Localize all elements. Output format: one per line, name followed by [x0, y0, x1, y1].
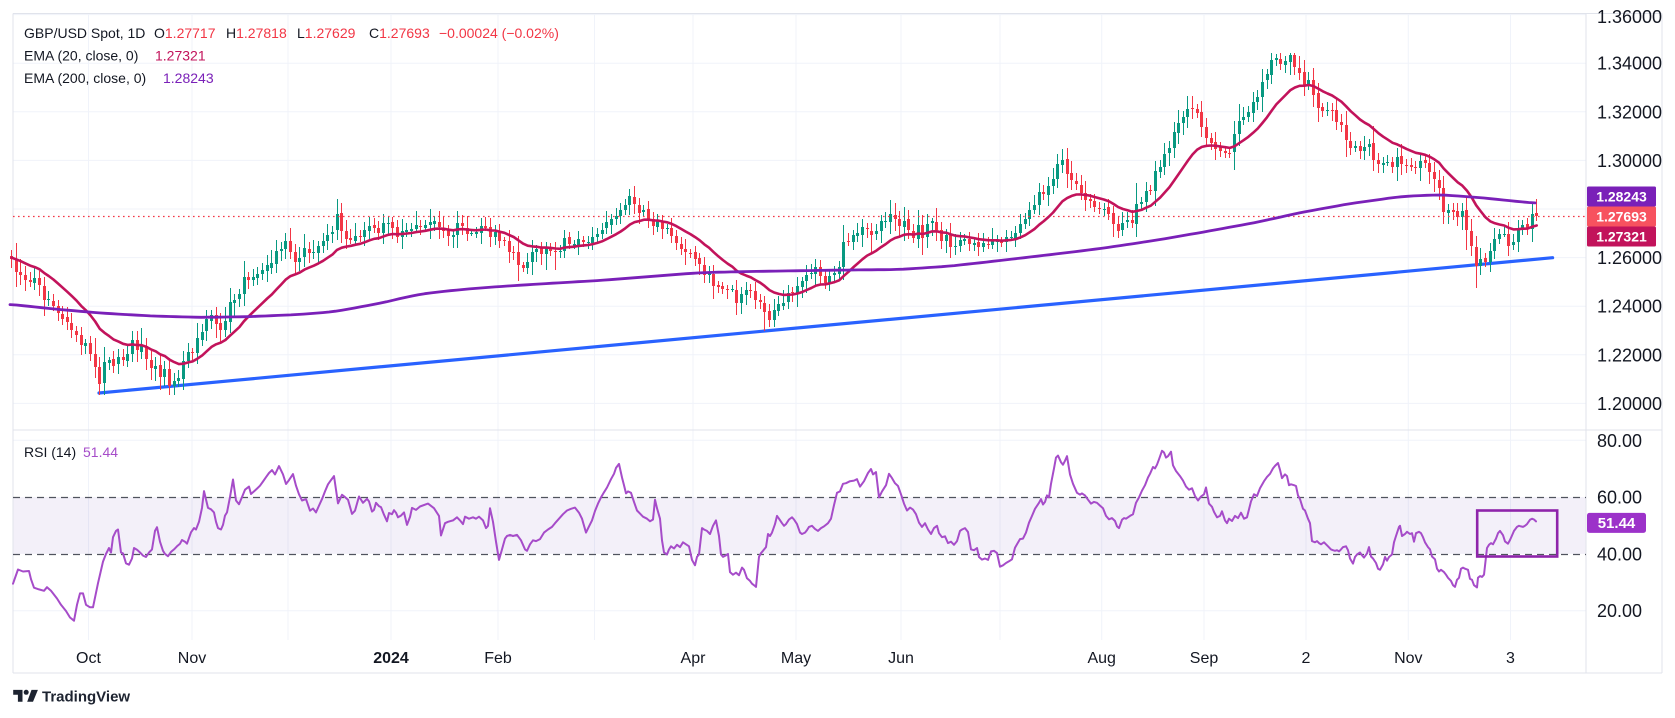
svg-text:Nov: Nov	[178, 650, 206, 667]
svg-text:1.26000: 1.26000	[1597, 248, 1662, 268]
svg-text:1.22000: 1.22000	[1597, 345, 1662, 365]
svg-text:40.00: 40.00	[1597, 544, 1642, 564]
svg-text:Jun: Jun	[888, 650, 914, 667]
svg-text:1.36000: 1.36000	[1597, 7, 1662, 27]
svg-text:Sep: Sep	[1190, 650, 1219, 667]
svg-text:Oct: Oct	[76, 650, 101, 667]
svg-text:51.44: 51.44	[1598, 515, 1636, 532]
svg-text:1.27321: 1.27321	[1596, 229, 1647, 245]
svg-text:Apr: Apr	[681, 650, 707, 667]
svg-text:60.00: 60.00	[1597, 488, 1642, 508]
svg-text:1.24000: 1.24000	[1597, 297, 1662, 317]
svg-text:1.27693: 1.27693	[1596, 209, 1647, 225]
svg-text:1.34000: 1.34000	[1597, 54, 1662, 74]
svg-text:RSI (14)51.44: RSI (14) 51.44	[24, 444, 118, 460]
svg-text:3: 3	[1506, 650, 1515, 667]
svg-text:80.00: 80.00	[1597, 431, 1642, 451]
svg-text:2: 2	[1302, 650, 1311, 667]
svg-text:May: May	[781, 650, 811, 667]
svg-text:2024: 2024	[373, 650, 409, 667]
svg-text:EMA (200, close, 0)1.28243: EMA (200, close, 0) 1.28243	[24, 70, 214, 86]
svg-text:EMA (20, close, 0)1.27321: EMA (20, close, 0) 1.27321	[24, 48, 206, 64]
svg-text:1.28243: 1.28243	[1596, 189, 1647, 205]
svg-text:Feb: Feb	[484, 650, 512, 667]
svg-text:TradingView: TradingView	[42, 689, 130, 706]
svg-text:Aug: Aug	[1087, 650, 1115, 667]
svg-text:20.00: 20.00	[1597, 601, 1642, 621]
svg-text:1.30000: 1.30000	[1597, 151, 1662, 171]
svg-text:Nov: Nov	[1394, 650, 1422, 667]
svg-text:1.20000: 1.20000	[1597, 394, 1662, 414]
svg-text:1.32000: 1.32000	[1597, 102, 1662, 122]
